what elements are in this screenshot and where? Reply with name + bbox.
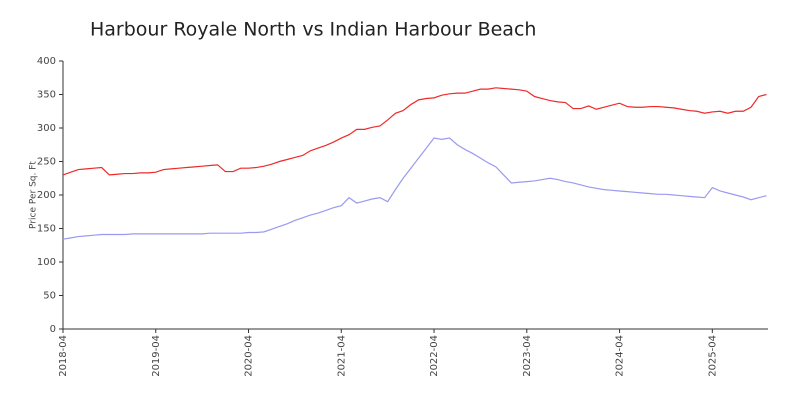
- y-tick-label: 200: [37, 190, 56, 201]
- y-tick-label: 300: [37, 123, 56, 134]
- x-tick-label: 2020-04: [244, 335, 255, 377]
- y-tick-label: 400: [37, 56, 56, 67]
- y-axis-label: Price Per Sq. Ft: [29, 161, 39, 229]
- y-tick-label: 0: [50, 324, 56, 335]
- series-line: [62, 87, 767, 176]
- x-tick-label: 2024-04: [615, 335, 626, 377]
- y-tick-label: 250: [37, 157, 56, 168]
- y-tick-label: 350: [37, 90, 56, 101]
- x-tick-label: 2021-04: [336, 335, 347, 377]
- x-tick-label: 2025-04: [707, 335, 718, 377]
- chart-title: Harbour Royale North vs Indian Harbour B…: [90, 19, 536, 41]
- y-tick-label: 100: [37, 257, 56, 268]
- x-tick-label: 2023-04: [522, 335, 533, 377]
- x-tick-label: 2018-04: [58, 335, 69, 377]
- x-tick-label: 2019-04: [151, 335, 162, 377]
- y-tick-label: 50: [43, 291, 56, 302]
- x-tick-label: 2022-04: [429, 335, 440, 377]
- y-tick-label: 150: [37, 224, 56, 235]
- series-line: [62, 137, 767, 240]
